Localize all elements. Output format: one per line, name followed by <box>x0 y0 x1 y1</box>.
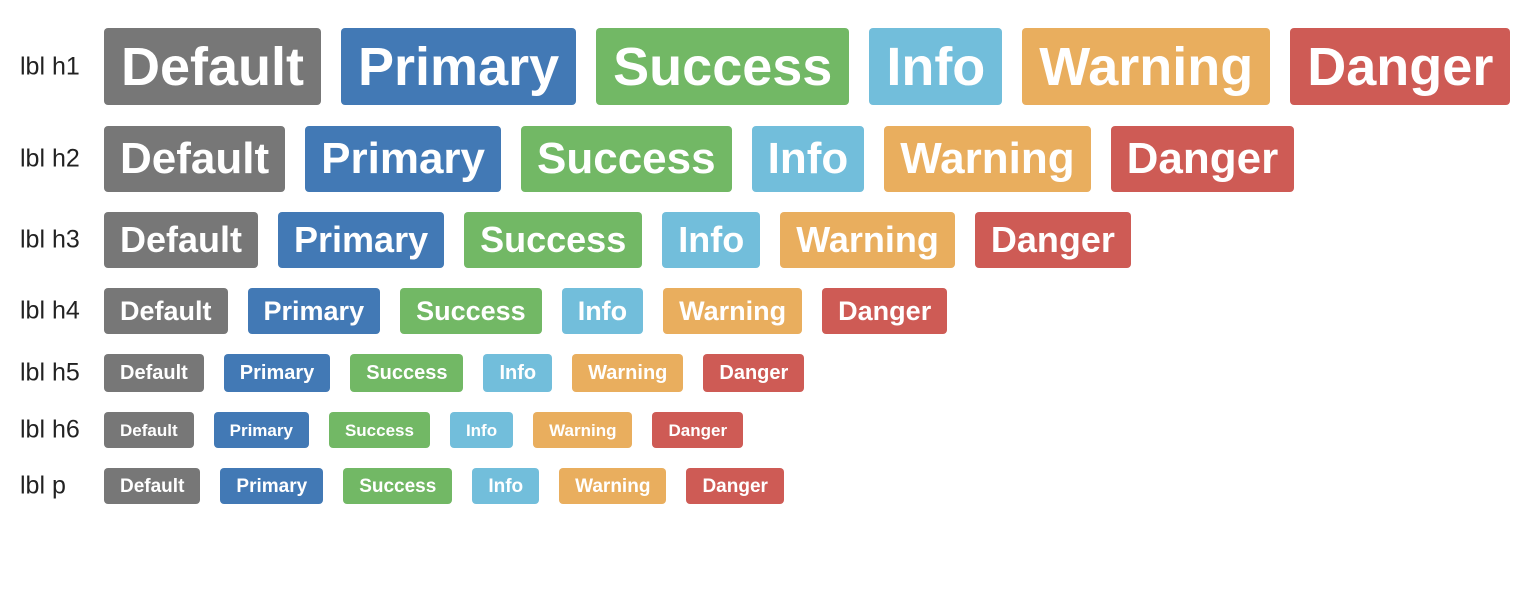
badge-danger: Danger <box>974 212 1131 268</box>
badge-group-h1: Default Primary Success Info Warning Dan… <box>104 28 1530 105</box>
badge-primary: Primary <box>213 412 309 448</box>
badge-info: Info <box>662 212 761 268</box>
badge-success: Success <box>400 288 542 334</box>
badge-primary: Primary <box>341 28 577 105</box>
badge-default: Default <box>104 354 204 392</box>
badge-primary: Primary <box>220 468 324 504</box>
row-label-h5: lbl h5 <box>20 358 80 387</box>
badge-danger: Danger <box>1110 126 1295 192</box>
badge-default: Default <box>104 28 322 105</box>
badge-info: Info <box>561 288 644 334</box>
badge-success: Success <box>328 412 430 448</box>
badge-warning: Warning <box>884 126 1091 192</box>
badge-success: Success <box>343 468 453 504</box>
badge-success: Success <box>596 28 850 105</box>
badge-warning: Warning <box>663 288 803 334</box>
badge-group-h6: Default Primary Success Info Warning Dan… <box>104 412 763 448</box>
badge-info: Info <box>472 468 540 504</box>
row-label-h3: lbl h3 <box>20 225 80 254</box>
row-label-h1: lbl h1 <box>20 52 80 80</box>
badge-danger: Danger <box>652 412 744 448</box>
badge-info: Info <box>449 412 514 448</box>
badge-info: Info <box>751 126 865 192</box>
row-label-h2: lbl h2 <box>20 144 80 173</box>
badge-default: Default <box>104 412 194 448</box>
badge-danger: Danger <box>822 288 948 334</box>
badge-success: Success <box>464 212 643 268</box>
badge-primary: Primary <box>278 212 445 268</box>
badge-success: Success <box>350 354 464 392</box>
badge-default: Default <box>104 288 228 334</box>
badge-info: Info <box>483 354 553 392</box>
badge-default: Default <box>104 126 286 192</box>
badge-primary: Primary <box>223 354 331 392</box>
badge-danger: Danger <box>703 354 805 392</box>
badge-group-p: Default Primary Success Info Warning Dan… <box>104 468 804 504</box>
badge-warning: Warning <box>572 354 684 392</box>
badge-group-h4: Default Primary Success Info Warning Dan… <box>104 288 967 334</box>
badge-group-h3: Default Primary Success Info Warning Dan… <box>104 212 1151 268</box>
badge-danger: Danger <box>1290 28 1511 105</box>
badge-warning: Warning <box>559 468 667 504</box>
badge-group-h2: Default Primary Success Info Warning Dan… <box>104 126 1314 192</box>
row-label-p: lbl p <box>20 471 66 500</box>
badge-warning: Warning <box>1022 28 1271 105</box>
badge-default: Default <box>104 468 201 504</box>
row-label-h6: lbl h6 <box>20 415 80 444</box>
badge-default: Default <box>104 212 259 268</box>
row-label-h4: lbl h4 <box>20 296 80 325</box>
badge-danger: Danger <box>686 468 784 504</box>
badge-warning: Warning <box>533 412 633 448</box>
badge-info: Info <box>869 28 1003 105</box>
badge-success: Success <box>521 126 732 192</box>
badge-warning: Warning <box>780 212 955 268</box>
badge-primary: Primary <box>247 288 381 334</box>
badge-primary: Primary <box>305 126 502 192</box>
badge-group-h5: Default Primary Success Info Warning Dan… <box>104 354 824 392</box>
